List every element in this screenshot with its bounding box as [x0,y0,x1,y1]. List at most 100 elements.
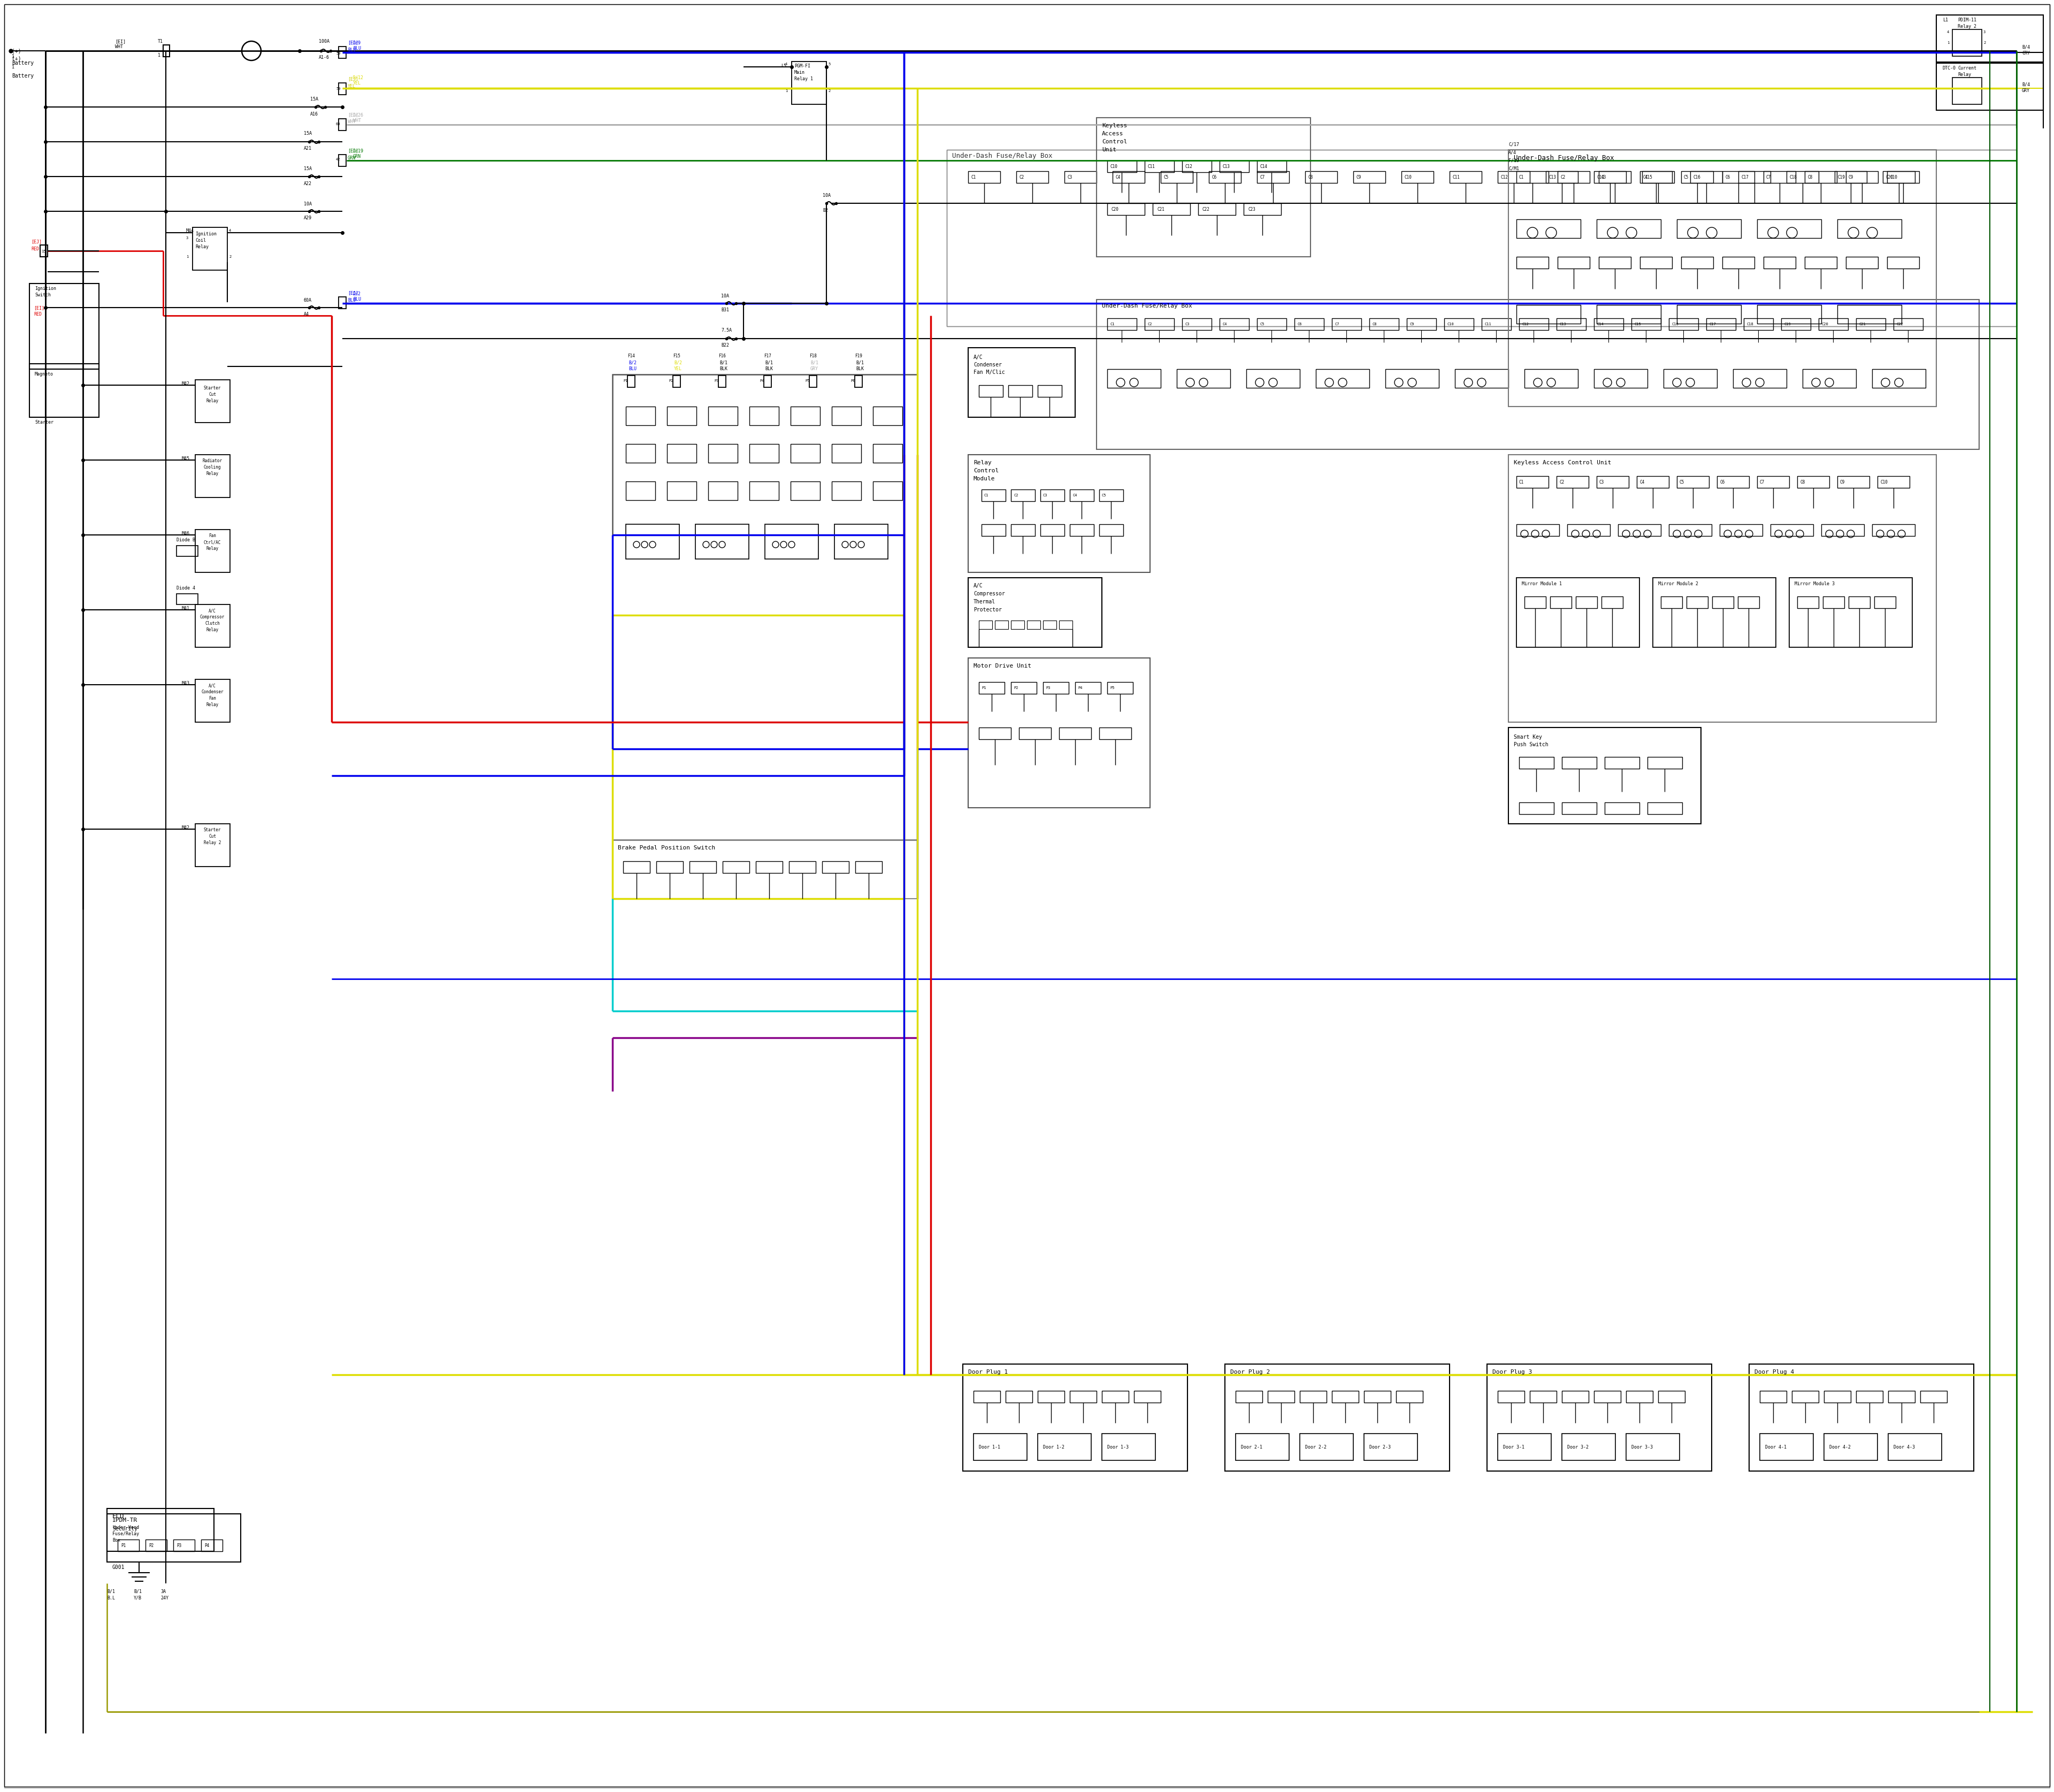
Text: 60A: 60A [304,297,312,303]
Bar [967,348,1074,418]
Bar [750,407,778,425]
Text: C3: C3 [1068,174,1072,179]
Text: C9: C9 [1356,174,1362,179]
Bar [1668,525,1711,536]
Bar [1257,161,1286,172]
Text: Under-Hood: Under-Hood [113,1525,140,1530]
Bar [1237,1434,1290,1460]
Bar [1210,172,1241,183]
Text: A29: A29 [304,215,312,220]
Bar [1750,1364,1974,1471]
Bar [1680,172,1713,183]
Text: P4: P4 [760,380,764,382]
Bar [1797,477,1830,487]
Bar [756,862,783,873]
Text: Motor Drive Unit: Motor Drive Unit [974,663,1031,668]
Bar [1530,1391,1557,1403]
Text: [EJ]: [EJ] [347,149,357,154]
Bar [1707,319,1736,330]
Text: F19: F19 [854,353,863,358]
Bar [1354,172,1384,183]
Text: C19: C19 [1783,323,1791,326]
Text: 100A: 100A [318,39,329,45]
Bar [1561,803,1596,814]
Bar [791,61,826,104]
Bar [967,455,1150,572]
Text: 2: 2 [828,90,830,93]
Text: C11: C11 [1148,163,1154,168]
Text: 15: 15 [41,249,45,253]
Bar [1237,1391,1263,1403]
Bar [1653,577,1777,647]
Bar [980,385,1002,396]
Bar [1037,1391,1064,1403]
Bar [1220,319,1249,330]
Bar [854,376,863,387]
Text: C6: C6 [1725,174,1729,179]
Bar [1937,63,2044,109]
Text: L1: L1 [1943,18,1947,23]
Bar [626,444,655,462]
Text: Switch: Switch [35,292,51,297]
Text: B/1: B/1 [719,360,727,366]
Bar [764,376,772,387]
Bar [1197,202,1237,215]
Bar [1444,319,1473,330]
Text: Relay: Relay [205,702,218,708]
Text: B/1: B/1 [857,360,865,366]
Text: D/19
GRN: D/19 GRN [353,149,364,159]
Bar [195,380,230,423]
Bar [974,1391,1000,1403]
Text: A/4: A/4 [1508,151,1516,154]
Bar [1818,319,1849,330]
Text: 60: 60 [337,122,341,125]
Bar [29,364,99,418]
Bar [1516,219,1582,238]
Text: WHT: WHT [115,45,123,50]
Bar [809,376,817,387]
Text: P3: P3 [177,1543,181,1548]
Bar [1520,319,1549,330]
Text: Radiator: Radiator [203,459,222,464]
Bar [1764,172,1795,183]
Bar [339,118,345,131]
Text: [EJ]: [EJ] [347,290,357,296]
Bar [1668,319,1699,330]
Bar [1224,1364,1450,1471]
Bar [1658,1391,1684,1403]
Text: [EJ]: [EJ] [347,41,357,45]
Bar [709,407,737,425]
Text: P6: P6 [850,380,854,382]
Text: C1: C1 [984,495,988,496]
Bar [1220,161,1249,172]
Text: C12: C12 [1499,174,1508,179]
Text: Door 4-2: Door 4-2 [1830,1444,1851,1450]
Bar [709,482,737,500]
Bar [1107,369,1161,387]
Bar [822,862,848,873]
Text: B/1: B/1 [764,360,772,366]
Text: 2: 2 [228,254,232,258]
Bar [1877,477,1910,487]
Bar [1011,620,1025,629]
Text: C4: C4 [1639,480,1645,484]
Bar [1516,256,1549,269]
Bar [1884,172,1914,183]
Text: F14: F14 [626,353,635,358]
Text: C11: C11 [1452,174,1460,179]
Text: C9: C9 [1849,174,1853,179]
Bar [1043,683,1068,694]
Text: Door 4-3: Door 4-3 [1894,1444,1914,1450]
Text: C9: C9 [1840,480,1844,484]
Text: Under-Dash Fuse/Relay Box: Under-Dash Fuse/Relay Box [953,152,1052,159]
Bar [1888,1434,1941,1460]
Text: Door 1-1: Door 1-1 [980,1444,1000,1450]
Text: C2: C2 [1019,174,1025,179]
Text: Access: Access [1101,131,1124,136]
Text: P1: P1 [622,380,629,382]
Text: CRY: CRY [2021,52,2029,56]
Bar [29,283,99,369]
Text: M46: M46 [183,532,189,536]
Text: Relay: Relay [195,244,210,249]
Bar [1134,1391,1161,1403]
